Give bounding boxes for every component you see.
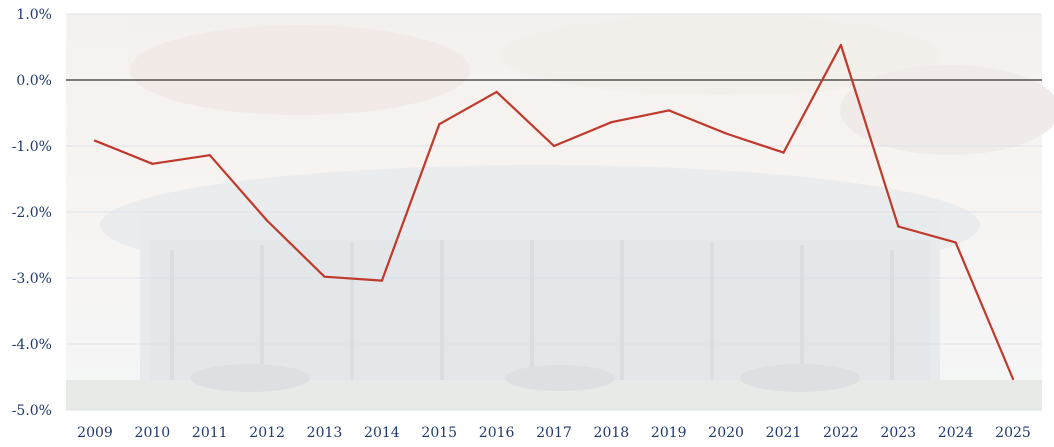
data-point [323, 275, 326, 278]
y-tick-label: -3.0% [12, 271, 52, 287]
y-tick-label: -2.0% [12, 205, 52, 221]
x-tick-label: 2021 [766, 425, 802, 441]
data-point [667, 109, 670, 112]
y-tick-label: -1.0% [12, 139, 52, 155]
x-tick-label: 2014 [364, 425, 400, 441]
data-point [552, 144, 556, 148]
x-tick-label: 2015 [421, 425, 457, 441]
x-tick-label: 2023 [880, 425, 916, 441]
data-point [438, 123, 441, 126]
y-axis: 1.0% 0.0% -1.0% -2.0% -3.0% -4.0% -5.0% [12, 7, 52, 419]
gridlines [66, 13, 1042, 411]
data-point [897, 225, 900, 228]
y-tick-label: -4.0% [12, 337, 52, 353]
data-point [839, 43, 842, 47]
y-tick-label: 0.0% [16, 73, 52, 89]
y-tick-label: 1.0% [16, 7, 52, 23]
data-point [1011, 377, 1015, 381]
data-point [208, 154, 211, 157]
x-tick-label: 2009 [77, 425, 113, 441]
x-tick-label: 2019 [651, 425, 687, 441]
x-tick-label: 2024 [938, 425, 974, 441]
data-point [610, 121, 613, 124]
data-point [725, 132, 728, 135]
x-axis: 2009 2010 2011 2012 2013 2014 2015 2016 2017 2018… [77, 425, 1031, 441]
data-point [495, 90, 498, 93]
data-point [782, 151, 785, 154]
x-tick-label: 2011 [192, 425, 228, 441]
data-point [380, 279, 383, 282]
x-tick-label: 2018 [594, 425, 630, 441]
x-tick-label: 2013 [307, 425, 343, 441]
data-point [954, 241, 957, 244]
y-tick-label: -5.0% [12, 403, 52, 419]
x-tick-label: 2012 [249, 425, 285, 441]
x-tick-label: 2025 [995, 425, 1031, 441]
x-tick-label: 2010 [135, 425, 171, 441]
x-tick-label: 2017 [536, 425, 572, 441]
x-tick-label: 2020 [708, 425, 744, 441]
x-tick-label: 2016 [479, 425, 515, 441]
data-point [93, 139, 97, 142]
series-layer [93, 43, 1015, 381]
x-tick-label: 2022 [823, 425, 859, 441]
data-point [151, 162, 154, 165]
data-point [266, 219, 269, 222]
